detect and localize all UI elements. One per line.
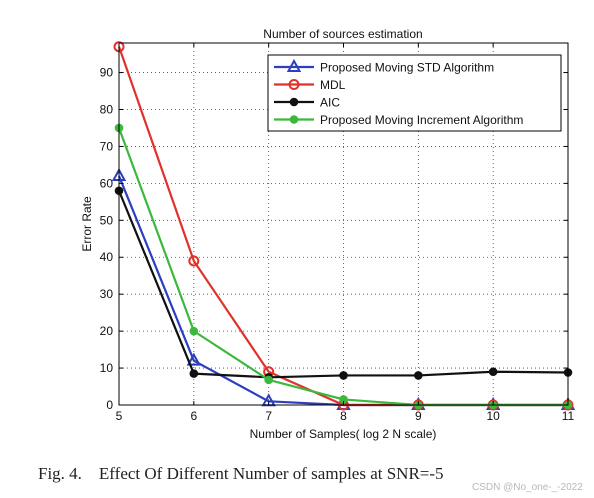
data-point	[488, 367, 498, 377]
x-axis-label: Number of Samples( log 2 N scale)	[250, 427, 437, 441]
x-tick-label: 10	[486, 409, 500, 423]
data-point	[186, 352, 202, 366]
data-point	[188, 255, 200, 267]
y-tick-label: 20	[100, 324, 114, 338]
y-tick-label: 80	[100, 102, 114, 116]
y-tick-label: 90	[100, 66, 114, 80]
chart: 5 6 7 8 9 10 11 0 10 20 30 40 50 60 70 80 90 Number of s…	[80, 27, 576, 441]
x-tick-label: 6	[190, 409, 197, 423]
legend-marker	[288, 79, 300, 90]
legend-label: Proposed Moving Increment Algorithm	[320, 113, 523, 127]
data-point	[189, 369, 199, 378]
y-axis-label: Error Rate	[80, 196, 94, 252]
legend-marker	[289, 97, 299, 107]
legend-entry: AIC	[274, 96, 340, 110]
x-tick-label: 8	[340, 409, 347, 423]
x-tick-label: 5	[116, 409, 123, 423]
data-point	[264, 375, 273, 385]
data-point	[189, 326, 199, 336]
legend-marker	[286, 58, 302, 72]
x-tick-label: 11	[562, 409, 575, 423]
data-point	[339, 371, 348, 380]
legend-marker	[289, 115, 299, 124]
x-tick-label: 7	[265, 409, 272, 423]
y-tick-label: 40	[100, 250, 114, 264]
y-tick-label: 0	[106, 398, 113, 412]
y-tick-label: 70	[100, 139, 114, 153]
x-tick-label: 9	[415, 409, 422, 423]
legend-label: Proposed Moving STD Algorithm	[320, 61, 494, 75]
legend-entry: MDL	[274, 78, 346, 92]
watermark: CSDN @No_one-_-2022	[472, 482, 583, 493]
legend-entry: Proposed Moving Increment Algorithm	[274, 113, 523, 127]
legend-entry: Proposed Moving STD Algorithm	[274, 58, 494, 75]
y-tick-label: 10	[100, 361, 114, 375]
legend-box	[267, 54, 562, 132]
y-tick-label: 30	[100, 287, 114, 301]
y-tick-label: 60	[100, 176, 114, 190]
legend-label: AIC	[320, 96, 340, 110]
axis-ticks: 5 6 7 8 9 10 11 0 10 20 30 40 50 60 70 80 90	[100, 43, 575, 423]
chart-title: Number of sources estimation	[263, 27, 422, 41]
legend-label: MDL	[320, 78, 346, 92]
data-point	[414, 371, 423, 380]
legend: Proposed Moving STD Algorithm MDL AIC Propo…	[267, 54, 562, 132]
figure-caption: Fig. 4. Effect Of Different Number of sa…	[38, 464, 444, 483]
y-tick-label: 50	[100, 213, 114, 227]
